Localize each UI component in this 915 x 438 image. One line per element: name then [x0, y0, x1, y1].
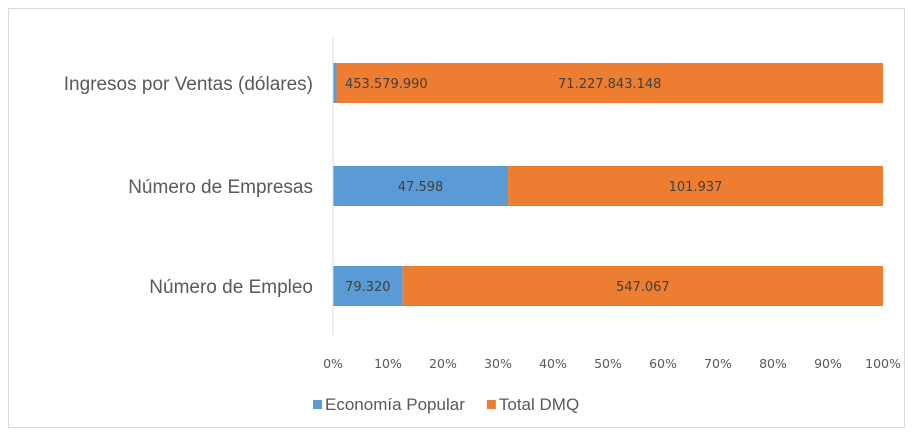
legend-swatch [486, 400, 496, 409]
data-label: 453.579.990 [345, 77, 428, 92]
x-tick-label: 60% [649, 356, 677, 371]
x-tick-label: 20% [429, 356, 457, 371]
data-label: 101.937 [669, 180, 723, 195]
x-tick-label: 10% [374, 356, 402, 371]
legend-label: Economía Popular [325, 395, 465, 414]
legend-label: Total DMQ [499, 395, 579, 414]
data-label: 547.067 [616, 280, 670, 295]
x-tick-label: 80% [759, 356, 787, 371]
bar-segment [333, 166, 509, 206]
data-label: 71.227.843.148 [558, 77, 661, 92]
data-label: 47.598 [398, 180, 444, 195]
bar-segment [402, 266, 883, 306]
x-tick-label: 0% [323, 356, 343, 371]
bar-segment [508, 166, 883, 206]
x-tick-label: 40% [539, 356, 567, 371]
x-tick-label: 50% [594, 356, 622, 371]
x-tick-label: 90% [814, 356, 842, 371]
x-tick-label: 30% [484, 356, 512, 371]
bar-segment [336, 63, 884, 103]
bar-segment [333, 63, 337, 103]
category-label: Número de Empleo [149, 277, 313, 298]
bar-segment [333, 266, 403, 306]
category-label: Número de Empresas [128, 177, 313, 198]
x-tick-label: 70% [704, 356, 732, 371]
x-tick-label: 100% [865, 356, 901, 371]
data-label: 79.320 [345, 280, 391, 295]
category-label: Ingresos por Ventas (dólares) [64, 74, 313, 95]
legend-swatch [313, 400, 322, 409]
